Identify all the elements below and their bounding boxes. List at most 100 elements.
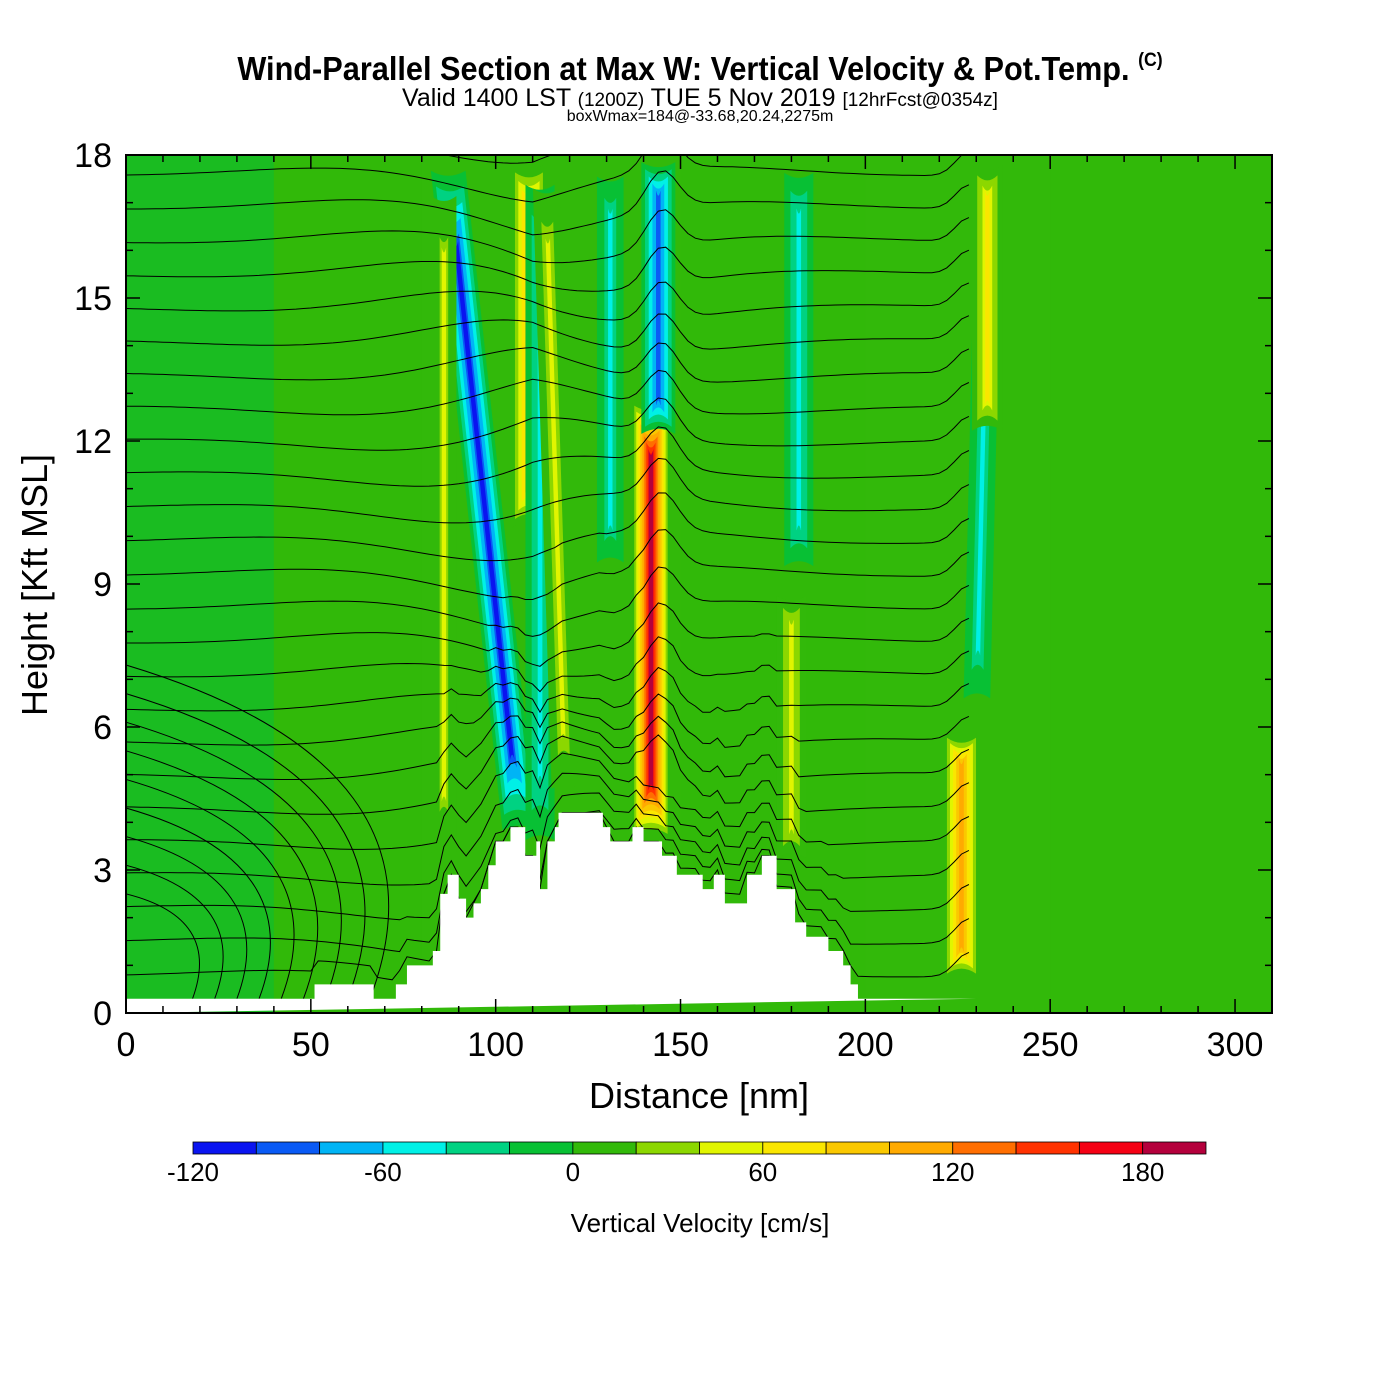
velocity-band bbox=[648, 449, 654, 790]
isentrope-line bbox=[126, 778, 295, 999]
chart-title: Wind-Parallel Section at Max W: Vertical… bbox=[49, 50, 1351, 88]
colorbar-swatch bbox=[509, 1141, 574, 1155]
isentrope-line bbox=[126, 397, 970, 451]
colorbar-swatch bbox=[255, 1141, 321, 1155]
isentrope-line bbox=[126, 893, 200, 999]
isentrope-line bbox=[126, 566, 970, 637]
y-tick-label: 6 bbox=[93, 709, 112, 747]
x-tick-label: 150 bbox=[652, 1026, 709, 1064]
weak-velocity-patch bbox=[1050, 155, 1272, 1013]
isentrope-line bbox=[126, 715, 970, 780]
velocity-band bbox=[608, 208, 613, 531]
colorbar-swatch bbox=[699, 1141, 764, 1155]
isentrope-line bbox=[126, 864, 224, 999]
isentrope-line bbox=[126, 426, 970, 487]
isentrope-line bbox=[126, 246, 970, 292]
x-tick-label: 250 bbox=[1022, 1026, 1079, 1064]
y-tick-label: 18 bbox=[74, 137, 112, 175]
isentrope-line bbox=[126, 734, 970, 815]
x-tick-label: 100 bbox=[467, 1026, 524, 1064]
colorbar-swatch bbox=[319, 1141, 384, 1155]
colorbar-swatch bbox=[1142, 1141, 1207, 1155]
plot-area bbox=[126, 155, 1272, 1013]
valid-local: Valid 1400 LST bbox=[402, 84, 571, 112]
axes: 0 50 100 150 200 250 300 0 3 6 9 12 15 18 bbox=[74, 137, 1273, 1064]
y-axis-label: Height [Kft MSL] bbox=[14, 454, 55, 716]
velocity-band bbox=[656, 190, 661, 406]
isentrope-line bbox=[126, 807, 271, 999]
velocity-band bbox=[959, 759, 964, 953]
isentrope-line bbox=[126, 209, 970, 264]
velocity-band bbox=[985, 190, 990, 406]
y-tick-label: 15 bbox=[74, 280, 112, 318]
x-tick-label: 50 bbox=[292, 1026, 330, 1064]
isentrope-line bbox=[126, 792, 970, 921]
colorbar-tick-label: -60 bbox=[364, 1157, 402, 1187]
valid-utc: (1200Z) bbox=[577, 90, 645, 111]
isentrope-line bbox=[126, 666, 970, 714]
y-tick-label: 12 bbox=[74, 423, 112, 461]
colorbar-swatch bbox=[382, 1141, 447, 1155]
colorbar-swatch bbox=[192, 1141, 257, 1155]
valid-time: Valid 1400 LST (1200Z) TUE 5 Nov 2019 [1… bbox=[0, 84, 1400, 113]
colorbar-tick-label: 60 bbox=[748, 1157, 777, 1187]
colorbar-swatch bbox=[1015, 1141, 1080, 1155]
y-tick-label: 0 bbox=[93, 995, 112, 1033]
isentrope-line bbox=[126, 313, 970, 350]
colorbar-swatch bbox=[889, 1141, 954, 1155]
colorbar-swatch bbox=[825, 1141, 890, 1155]
isentrope-line bbox=[126, 492, 970, 562]
colorbar-tick-label: 0 bbox=[566, 1157, 580, 1187]
isentrope-line bbox=[126, 752, 970, 850]
colorbar-tick-label: 180 bbox=[1121, 1157, 1164, 1187]
isentrope-line bbox=[126, 693, 366, 999]
colorbar-swatch bbox=[635, 1141, 700, 1155]
colorbar-swatch bbox=[952, 1141, 1017, 1155]
isentrope-line bbox=[126, 721, 342, 999]
velocity-band bbox=[789, 619, 794, 835]
weak-velocity-patch bbox=[273, 155, 422, 1013]
copyright-mark: (C) bbox=[1138, 50, 1163, 71]
isentrope-line bbox=[126, 342, 970, 383]
x-axis-label: Distance [nm] bbox=[589, 1075, 809, 1116]
velocity-band bbox=[453, 241, 515, 760]
title-text: Wind-Parallel Section at Max W: Vertical… bbox=[237, 50, 1130, 87]
isentrope-line bbox=[126, 772, 970, 886]
x-tick-label: 300 bbox=[1207, 1026, 1264, 1064]
colorbar-swatch bbox=[445, 1141, 510, 1155]
colorbar-tick-label: -120 bbox=[167, 1157, 219, 1187]
colorbar: -120 -60 0 60 120 180 bbox=[167, 1141, 1207, 1187]
isentrope-line bbox=[126, 836, 248, 999]
isentrope-line bbox=[126, 281, 970, 321]
x-tick-label: 200 bbox=[837, 1026, 894, 1064]
isentrope-line bbox=[126, 810, 970, 953]
isentrope-line bbox=[126, 529, 970, 600]
y-tick-label: 9 bbox=[93, 566, 112, 604]
colorbar-tick-label: 120 bbox=[931, 1157, 974, 1187]
colorbar-swatch bbox=[572, 1141, 637, 1155]
weak-velocity-patch bbox=[126, 155, 274, 1013]
colorbar-label: Vertical Velocity [cm/s] bbox=[571, 1208, 830, 1238]
isentrope-line bbox=[126, 369, 970, 416]
isentrope-line bbox=[126, 602, 970, 667]
terrain bbox=[126, 812, 977, 1013]
isentrope-line bbox=[443, 155, 553, 164]
isentrope-line bbox=[126, 693, 970, 748]
box-wmax-info: boxWmax=184@-33.68,20.24,2275m bbox=[566, 108, 834, 125]
forecast-info: [12hrFcst@0354z] bbox=[842, 90, 998, 111]
y-tick-label: 3 bbox=[93, 852, 112, 890]
velocity-band bbox=[796, 208, 802, 531]
isentrope-line bbox=[126, 170, 970, 236]
velocity-band bbox=[545, 238, 566, 739]
isentrope-line bbox=[126, 155, 964, 203]
velocity-band bbox=[441, 247, 447, 802]
isentrope-line bbox=[126, 457, 970, 524]
isentrope-line bbox=[126, 636, 970, 693]
valid-date: TUE 5 Nov 2019 bbox=[650, 84, 836, 112]
isentrope-line bbox=[126, 750, 319, 999]
x-tick-label: 0 bbox=[117, 1026, 136, 1064]
isentrope-line bbox=[126, 664, 390, 999]
colorbar-swatch bbox=[762, 1141, 827, 1155]
colorbar-swatch bbox=[1078, 1141, 1144, 1155]
